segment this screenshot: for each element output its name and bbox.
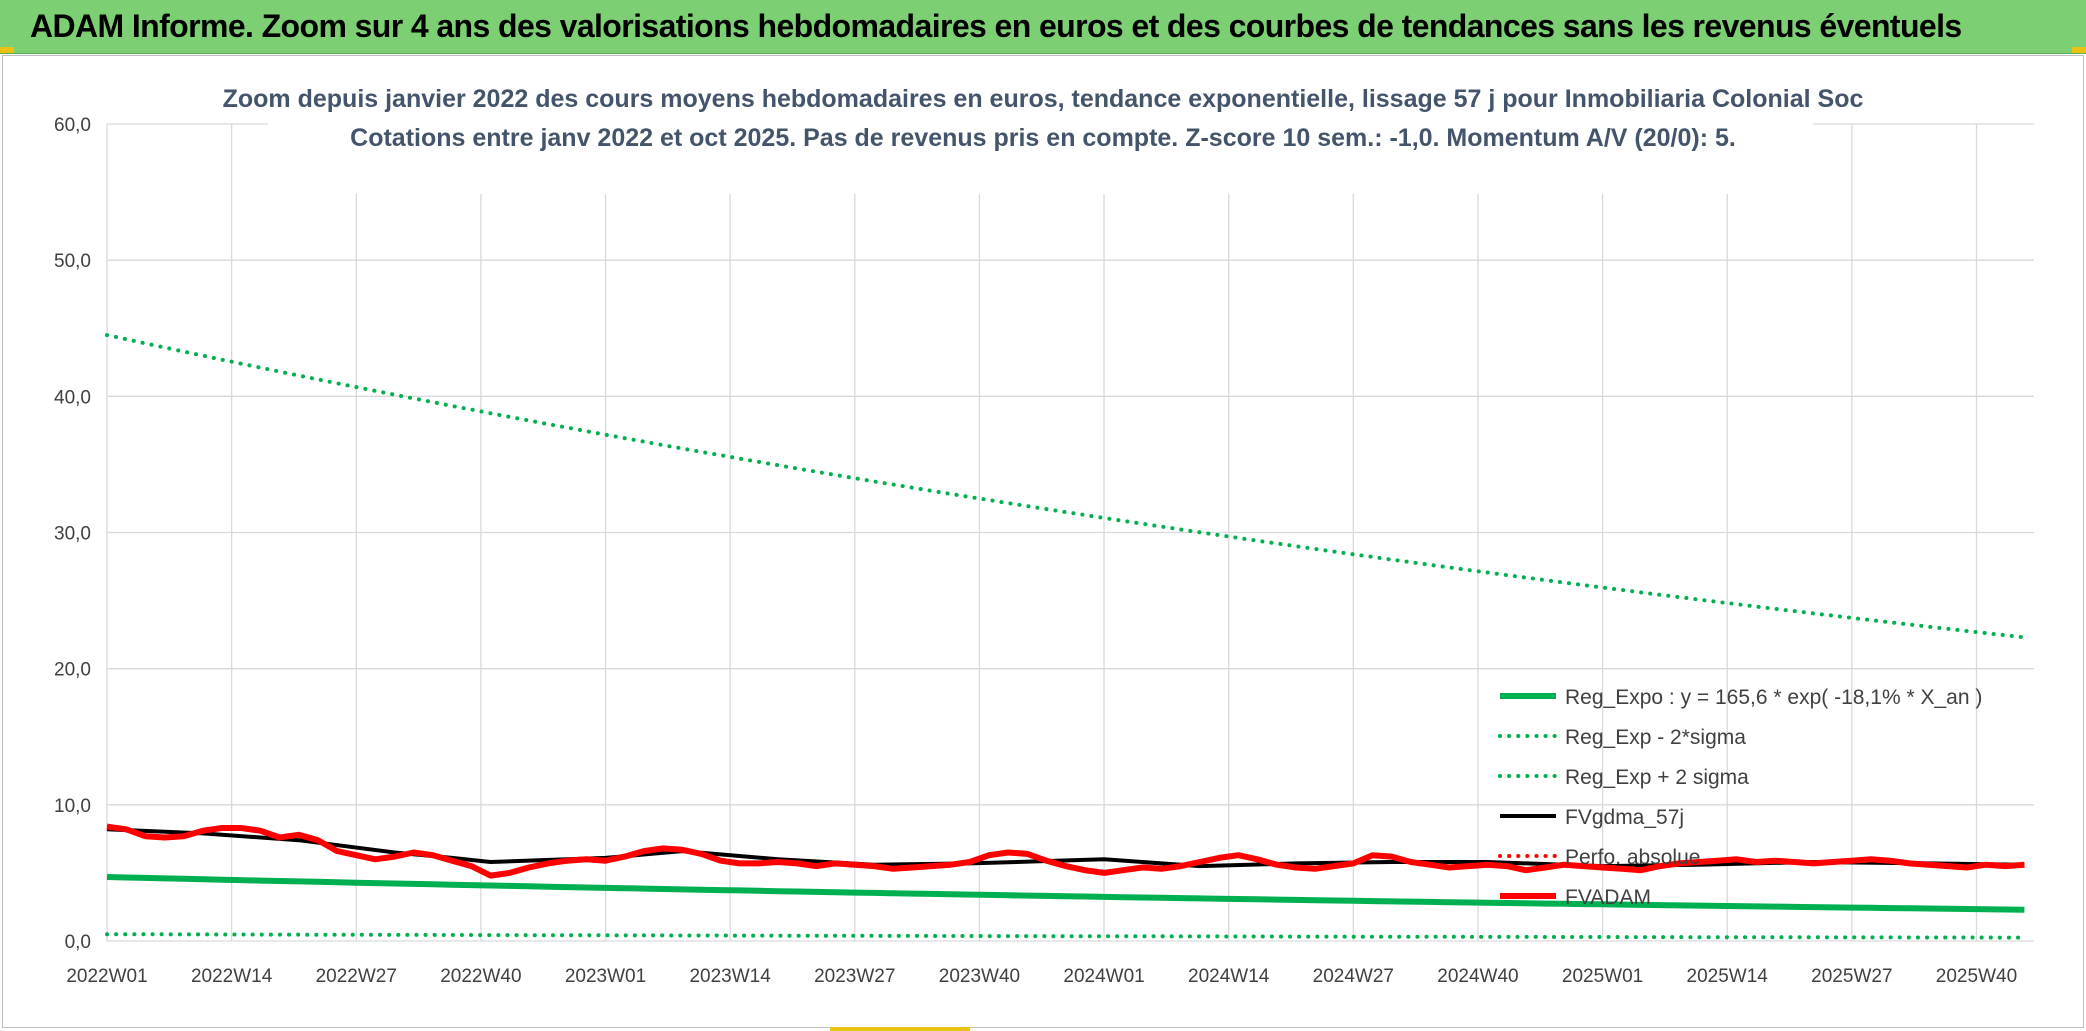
x-tick-label: 2022W27 bbox=[316, 966, 397, 987]
legend: Reg_Expo : y = 165,6 * exp( -18,1% * X_a… bbox=[1498, 686, 1982, 909]
header-corner-left bbox=[0, 47, 14, 53]
x-tick-label: 2025W14 bbox=[1687, 966, 1769, 987]
x-tick-label: 2023W01 bbox=[565, 966, 646, 987]
x-tick-label: 2025W40 bbox=[1936, 966, 2017, 987]
series-line-0 bbox=[106, 874, 2025, 913]
chart-title-line1: Zoom depuis janvier 2022 des cours moyen… bbox=[223, 85, 1864, 113]
legend-label: Reg_Expo : y = 165,6 * exp( -18,1% * X_a… bbox=[1565, 686, 1982, 709]
x-tick-label: 2025W27 bbox=[1811, 966, 1892, 987]
y-tick-label: 30,0 bbox=[54, 524, 91, 545]
header-corner-right bbox=[2072, 47, 2086, 53]
y-tick-label: 60,0 bbox=[54, 115, 91, 136]
x-tick-label: 2022W01 bbox=[66, 966, 147, 987]
x-tick-label: 2022W40 bbox=[440, 966, 521, 987]
chart-title-line2: Cotations entre janv 2022 et oct 2025. P… bbox=[350, 124, 1736, 152]
series-line-5 bbox=[106, 823, 2025, 879]
legend-label: Perfo. absolue bbox=[1565, 846, 1700, 869]
y-tick-label: 10,0 bbox=[54, 796, 91, 817]
x-tick-label: 2025W01 bbox=[1562, 966, 1643, 987]
header-bar: ADAM Informe. Zoom sur 4 ans des valoris… bbox=[0, 0, 2086, 54]
line-chart: Zoom depuis janvier 2022 des cours moyen… bbox=[54, 78, 2034, 987]
x-tick-label: 2024W14 bbox=[1188, 966, 1270, 987]
x-tick-label: 2023W40 bbox=[939, 966, 1020, 987]
x-tick-label: 2024W40 bbox=[1437, 966, 1518, 987]
y-tick-label: 0,0 bbox=[65, 932, 91, 953]
x-tick-label: 2023W14 bbox=[689, 966, 771, 987]
y-tick-label: 40,0 bbox=[54, 387, 91, 408]
title-background bbox=[268, 78, 1813, 194]
bottom-accent bbox=[830, 1027, 970, 1031]
x-tick-label: 2024W27 bbox=[1313, 966, 1394, 987]
chart-area: Zoom depuis janvier 2022 des cours moyen… bbox=[2, 55, 2084, 1028]
x-tick-label: 2022W14 bbox=[191, 966, 273, 987]
y-tick-label: 50,0 bbox=[54, 251, 91, 272]
y-tick-label: 20,0 bbox=[54, 660, 91, 681]
x-tick-label: 2023W27 bbox=[814, 966, 895, 987]
legend-label: Reg_Exp - 2*sigma bbox=[1565, 726, 1746, 749]
series-line-1 bbox=[105, 932, 2027, 940]
legend-label: Reg_Exp + 2 sigma bbox=[1565, 766, 1749, 789]
x-tick-label: 2024W01 bbox=[1063, 966, 1144, 987]
series-line-2 bbox=[105, 333, 2027, 640]
legend-label: FVgdma_57j bbox=[1565, 806, 1684, 829]
legend-label: FVADAM bbox=[1565, 886, 1651, 909]
header-title: ADAM Informe. Zoom sur 4 ans des valoris… bbox=[30, 8, 1962, 44]
